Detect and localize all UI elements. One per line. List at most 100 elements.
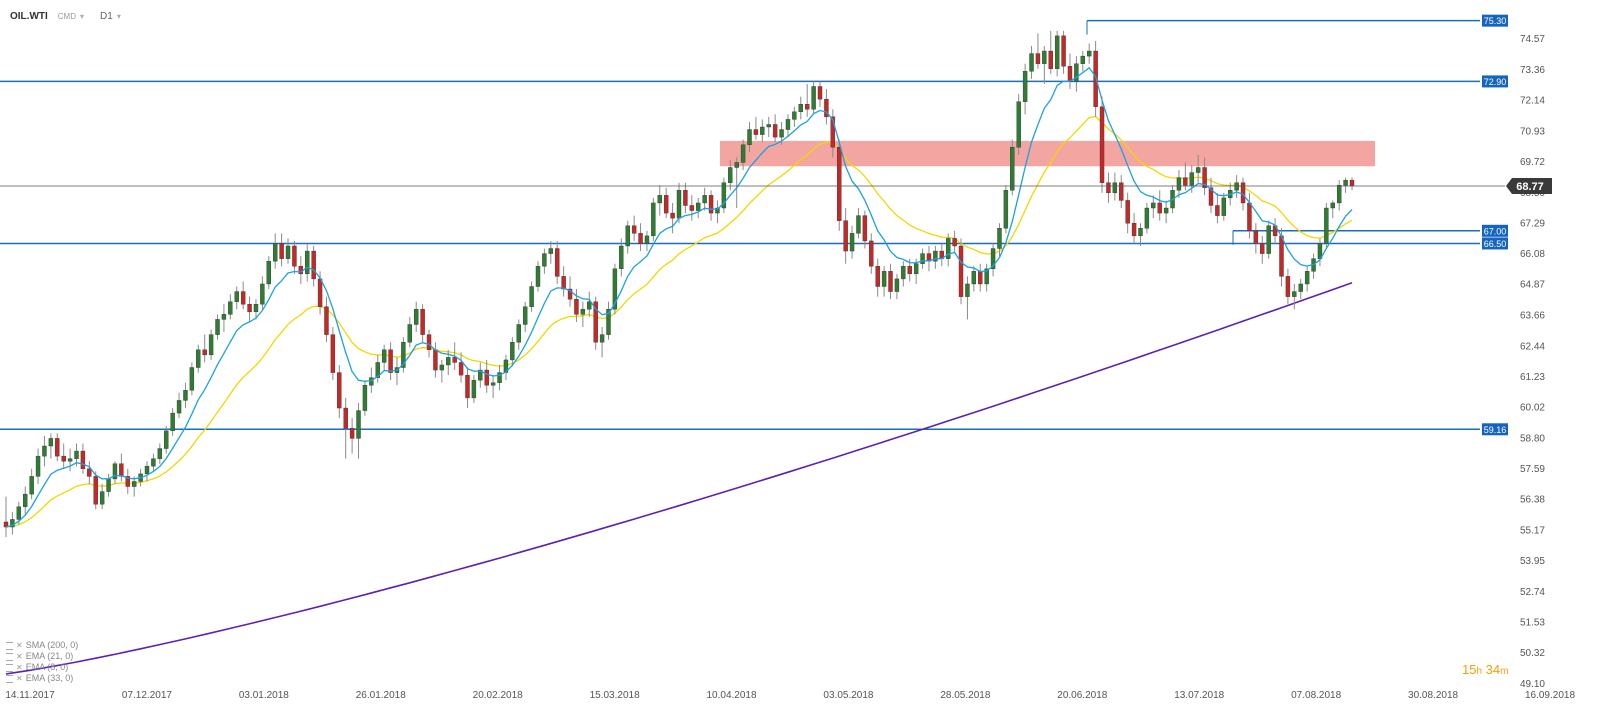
candle: [612, 263, 618, 315]
settings-icon[interactable]: [6, 663, 13, 672]
candle-body: [35, 455, 41, 477]
candle-body: [888, 271, 893, 292]
candle-body: [798, 104, 803, 113]
candle-body: [1042, 50, 1047, 64]
candle: [696, 197, 701, 219]
candle-body: [362, 385, 368, 411]
close-icon[interactable]: ✕: [16, 663, 23, 672]
indicator-row[interactable]: ✕ EMA (21, 0): [6, 651, 78, 662]
candle-body: [894, 278, 900, 292]
candle: [728, 159, 733, 191]
candle-body: [587, 301, 592, 310]
candle-body: [779, 129, 784, 138]
candle-body: [1285, 276, 1291, 297]
candle: [561, 266, 566, 297]
candle: [484, 359, 489, 393]
candle-body: [1119, 182, 1124, 201]
y-axis: 74.5773.3672.1470.9369.7268.5067.2966.08…: [1520, 34, 1545, 690]
candle: [1029, 45, 1034, 79]
candle: [606, 301, 611, 340]
candle: [837, 139, 842, 231]
candle-body: [157, 448, 163, 459]
candle: [414, 301, 419, 333]
candle-body: [971, 271, 977, 285]
ema-21-line: [5, 115, 1353, 528]
close-icon[interactable]: ✕: [16, 674, 23, 683]
candle: [920, 248, 925, 269]
candle-body: [292, 245, 297, 267]
candle-body: [862, 215, 868, 242]
candle: [1304, 266, 1310, 292]
interval-selector[interactable]: D1: [100, 10, 113, 22]
candle: [1285, 268, 1291, 305]
settings-icon[interactable]: [6, 641, 13, 650]
candle-body: [112, 463, 118, 480]
candle-body: [747, 129, 752, 145]
candle-body: [452, 357, 457, 363]
candle: [1138, 223, 1143, 246]
candle-body: [702, 195, 707, 204]
candle-body: [426, 334, 432, 350]
candle-body: [766, 124, 771, 128]
candle-body: [221, 314, 227, 320]
candle: [1324, 202, 1329, 249]
y-tick-label: 56.38: [1520, 495, 1545, 506]
candle: [61, 443, 66, 469]
candle-body: [311, 250, 316, 280]
candle: [1112, 172, 1118, 201]
level-label-box: [1482, 237, 1508, 250]
candle-body: [1125, 200, 1130, 224]
candle: [330, 327, 336, 381]
candle-body: [10, 519, 15, 528]
candle: [702, 187, 707, 211]
close-icon[interactable]: ✕: [16, 652, 23, 661]
x-tick-label: 13.07.2018: [1174, 690, 1224, 701]
settings-icon[interactable]: [6, 652, 13, 661]
candles: [3, 30, 1355, 538]
candle: [926, 245, 932, 272]
market-label: CMD: [57, 11, 76, 21]
chevron-down-icon[interactable]: ▾: [116, 11, 121, 21]
candle: [221, 304, 227, 333]
candle-body: [61, 455, 66, 462]
candle-body: [997, 228, 1002, 249]
candle: [933, 245, 938, 269]
candle-body: [907, 266, 912, 275]
candle: [1131, 213, 1137, 244]
candle: [208, 329, 214, 360]
candle: [99, 483, 105, 510]
candle: [567, 276, 573, 307]
candle-body: [202, 349, 207, 356]
candle-body: [471, 379, 477, 399]
settings-icon[interactable]: [6, 674, 13, 683]
timer-minutes: 34: [1485, 662, 1501, 677]
candle: [29, 468, 34, 500]
candle: [215, 314, 220, 340]
x-tick-label: 15.03.2018: [590, 690, 640, 701]
candle: [490, 375, 496, 398]
chevron-down-icon[interactable]: ▾: [80, 11, 85, 21]
candle-body: [253, 304, 259, 313]
close-icon[interactable]: ✕: [16, 641, 23, 650]
level-label: 72.90: [1484, 77, 1507, 87]
candle-body: [984, 268, 989, 285]
candle: [144, 461, 150, 482]
candle: [804, 83, 810, 117]
indicator-row[interactable]: ✕ EMA (33, 0): [6, 673, 78, 684]
y-tick-label: 49.10: [1520, 679, 1545, 690]
candle-body: [1080, 55, 1086, 64]
candle-body: [657, 195, 662, 204]
timer-hours: 15: [1462, 662, 1477, 677]
candle: [305, 243, 310, 282]
symbol-selector[interactable]: OIL.WTI: [10, 10, 48, 22]
candle: [292, 240, 297, 274]
candle-body: [80, 450, 86, 469]
candle: [516, 319, 521, 350]
candle: [856, 208, 861, 239]
indicator-legend: ✕ SMA (200, 0) ✕ EMA (21, 0) ✕ EMA (8, 0) ✕…: [6, 640, 78, 684]
indicator-row[interactable]: ✕ SMA (200, 0): [6, 640, 78, 651]
indicator-row[interactable]: ✕ EMA (8, 0): [6, 662, 78, 673]
candle: [55, 433, 60, 462]
candle: [247, 296, 252, 322]
